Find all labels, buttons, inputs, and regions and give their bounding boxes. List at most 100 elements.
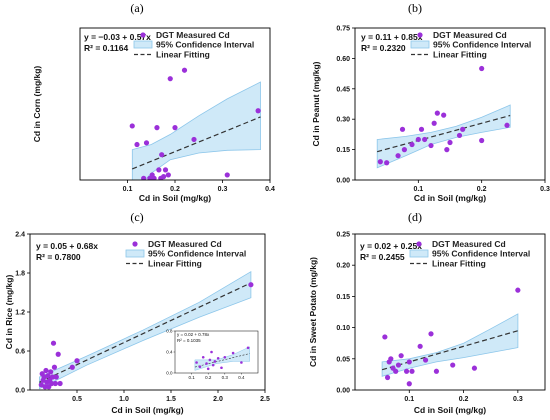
data-point (409, 368, 415, 374)
y-tick-label: 0.6 (15, 349, 25, 356)
data-point (205, 362, 208, 365)
data-point (49, 374, 56, 380)
y-tick-label: 0.05 (336, 356, 350, 363)
data-point (159, 152, 165, 158)
plot-frame (354, 233, 546, 391)
x-tick-label: 0.3 (540, 186, 550, 193)
data-point (409, 141, 415, 148)
data-point (151, 175, 157, 180)
r-squared: R² = 0.7800 (36, 252, 81, 262)
data-point (57, 380, 63, 387)
legend-marker-ci (133, 40, 153, 49)
data-point (191, 136, 197, 143)
data-point (433, 368, 440, 374)
y-tick-label: 0.4 (166, 350, 173, 355)
data-point (431, 120, 437, 126)
data-point (460, 126, 466, 132)
data-point (398, 353, 404, 359)
data-point (42, 384, 48, 390)
y-tick-label: 0.0 (166, 371, 173, 376)
y-tick-label: 0.8 (166, 329, 173, 334)
data-point (165, 172, 171, 178)
inset: 0.1 0.2 0.3 0.4 0.0 0.4 0.8 y = 0.02 + 0.78xR² … (166, 329, 259, 380)
legend-label-ci: 95% Confidence Interval (156, 40, 254, 50)
r-squared: R² = 0.1164 (84, 43, 128, 53)
data-point (50, 340, 57, 346)
fit-line (194, 353, 250, 368)
data-point (422, 136, 428, 143)
data-point (246, 346, 250, 350)
x-tick-label: 2.0 (213, 396, 223, 403)
y-tick-label: 0.0 (15, 388, 25, 395)
r-squared: R² = 0.2320 (361, 43, 406, 53)
fit-equation: y = 0.02 + 0.25x (360, 241, 422, 251)
plot-frame (354, 27, 546, 181)
data-point (479, 65, 485, 72)
legend-label-fit: Linear Fitting (148, 259, 202, 269)
panel-b: 0.1 0.2 0.3 0.00 0.15 0.30 0.45 0.60 0.75 (b) y = … (311, 1, 550, 203)
data-point (51, 364, 58, 370)
y-tick-label: 0.00 (336, 388, 350, 395)
data-point (43, 367, 49, 374)
y-tick-label: 0.15 (336, 294, 350, 301)
data-point (515, 287, 521, 293)
data-point (45, 373, 51, 379)
y-tick-label: 0.75 (336, 26, 350, 33)
confidence-band (39, 270, 252, 390)
legend-label-ci: 95% Confidence Interval (433, 40, 531, 50)
r-squared: R² = 0.2455 (360, 252, 405, 262)
legend-marker-ci (409, 249, 429, 258)
data-point (141, 175, 147, 180)
data-point (198, 365, 202, 369)
data-point (406, 381, 412, 387)
data-point (143, 140, 150, 146)
fit-line (377, 114, 511, 153)
legend-label-ci: 95% Confidence Interval (432, 249, 530, 259)
data-point (162, 167, 169, 173)
y-tick-label: 0.60 (336, 56, 350, 63)
fit-line (132, 116, 261, 170)
legend-label-ci: 95% Confidence Interval (148, 249, 246, 259)
legend-label-fit: Linear Fitting (432, 259, 486, 269)
y-tick-label: 1.2 (15, 310, 25, 317)
data-point (388, 356, 394, 362)
x-tick-label: 0.2 (477, 186, 487, 193)
data-point (240, 361, 243, 364)
data-point (384, 160, 390, 166)
legend-marker-points (132, 241, 138, 247)
data-point (399, 126, 406, 132)
panel-c: 0.5 1.0 1.5 2.0 2.5 0.0 0.6 1.2 1.8 2.4 (c) y = 0.0… (4, 210, 270, 415)
data-point (395, 362, 402, 368)
data-point (172, 125, 178, 131)
data-point (434, 110, 440, 116)
x-tick-label: 0.3 (222, 375, 229, 380)
data-point (156, 167, 162, 173)
y-tick-label: 0.45 (336, 86, 350, 93)
data-point (213, 360, 217, 363)
legend-label-fit: Linear Fitting (156, 50, 210, 60)
x-tick-label: 0.2 (170, 186, 180, 193)
data-point (428, 142, 434, 149)
data-point (441, 112, 447, 118)
legend-marker-ci (410, 40, 430, 49)
y-tick-label: 0.10 (336, 325, 350, 332)
data-point (134, 141, 140, 148)
x-tick-label: 1.0 (119, 396, 129, 403)
x-tick-label: 0.1 (404, 396, 414, 403)
x-tick-label: 0.1 (188, 375, 195, 380)
data-point (255, 108, 261, 114)
x-axis-label: Cd in Soil (mg/kg) (139, 193, 211, 203)
x-tick-label: 0.2 (205, 375, 212, 380)
data-point (444, 147, 450, 153)
data-point (401, 147, 407, 153)
fit-equation: y = 0.11 + 0.85x (361, 32, 423, 42)
legend-marker-points (416, 241, 422, 247)
x-tick-label: 0.3 (218, 186, 228, 193)
x-tick-label: 0.1 (413, 186, 423, 193)
data-point (69, 364, 75, 370)
data-point (52, 380, 58, 387)
data-point (403, 368, 410, 374)
